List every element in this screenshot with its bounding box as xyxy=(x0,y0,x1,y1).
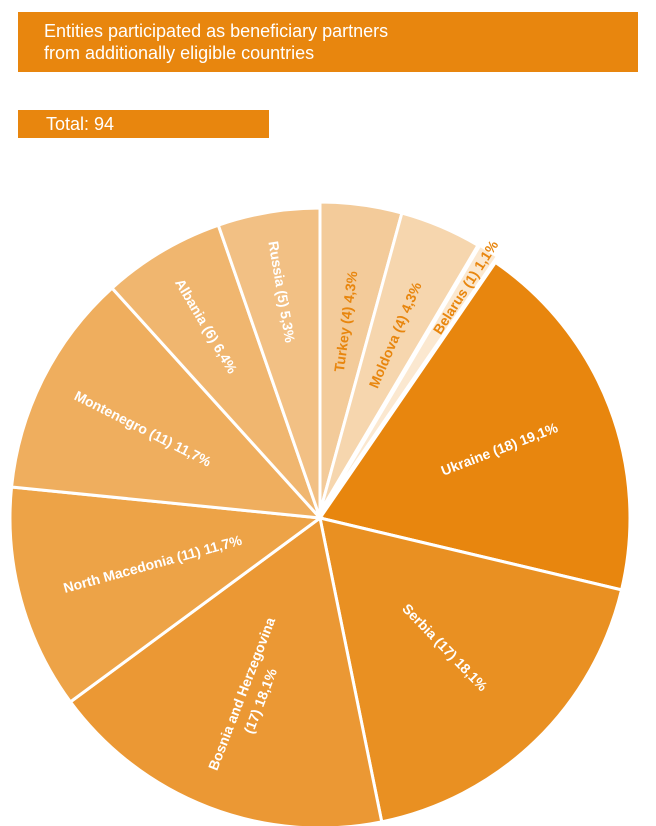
total-badge: Total: 94 xyxy=(18,110,269,138)
chart-title-line-1: Entities participated as beneficiary par… xyxy=(44,21,389,41)
pie-slice-moldova xyxy=(318,211,481,513)
pie-slice-ukraine xyxy=(317,260,632,592)
pie-slice-russia xyxy=(216,206,322,519)
pie-slice-north-macedonia xyxy=(8,485,325,704)
pie-slice-albania xyxy=(109,223,322,520)
pie-slice-bosnia-and-herzegovina xyxy=(68,515,384,826)
pie-slice-montenegro xyxy=(9,285,324,520)
pie-slice-belarus xyxy=(320,243,500,513)
chart-title-box: Entities participated as beneficiary par… xyxy=(18,12,638,72)
chart-title-line-2: from additionally eligible countries xyxy=(44,43,315,63)
pie-slice-serbia xyxy=(318,515,624,824)
